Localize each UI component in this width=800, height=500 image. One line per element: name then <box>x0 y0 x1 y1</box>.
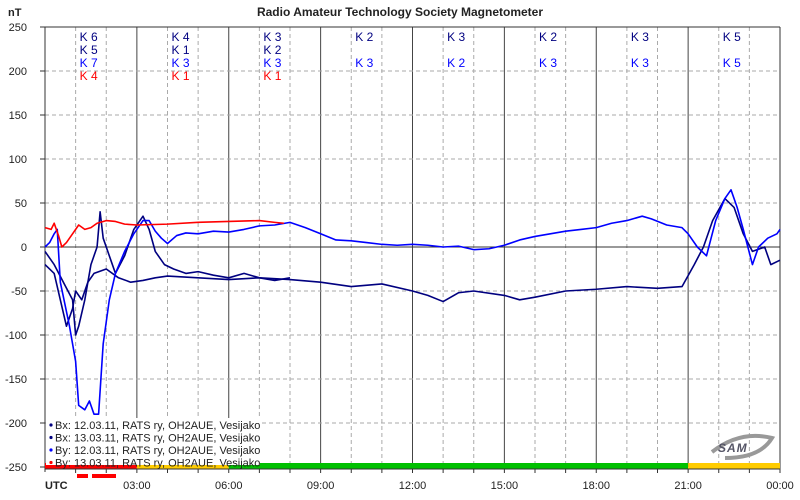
activity-bar-segment <box>688 463 780 469</box>
k-index-label: K 3 <box>631 30 649 44</box>
k-index-label: K 3 <box>263 30 281 44</box>
y-tick-label: 0 <box>21 242 27 254</box>
y-tick-label: 250 <box>9 22 27 34</box>
y-tick-label: 100 <box>9 154 27 166</box>
x-tick-label: 15:00 <box>491 480 519 492</box>
series-line <box>44 219 284 248</box>
series-line <box>44 189 781 416</box>
k-index-label: K 1 <box>172 69 190 83</box>
k-index-label: K 2 <box>355 30 373 44</box>
sam-logo-swoosh <box>710 433 776 460</box>
y-tick-label: -200 <box>5 418 27 430</box>
k-index-label: K 4 <box>172 30 190 44</box>
sam-logo: SAM <box>718 441 748 455</box>
k-index-label: K 4 <box>80 69 98 83</box>
y-tick-label: 50 <box>15 198 27 210</box>
legend-entry: Bx: 12.03.11, RATS ry, OH2AUE, Vesijako <box>55 420 260 432</box>
activity-bar-segment <box>45 463 137 469</box>
k-index-label: K 5 <box>723 56 741 70</box>
k-index-label: K 5 <box>80 43 98 57</box>
k-index-label: K 3 <box>539 56 557 70</box>
series-line <box>44 197 781 328</box>
x-axis-label: UTC <box>45 480 68 492</box>
k-index-label: K 2 <box>263 43 281 57</box>
k-index-label: K 3 <box>447 30 465 44</box>
activity-bar-segment <box>136 463 229 469</box>
k-index-label: K 3 <box>172 56 190 70</box>
legend-marker <box>49 435 53 440</box>
x-tick-label: 21:00 <box>674 480 702 492</box>
y-axis-label: nT <box>8 7 22 19</box>
y-tick-label: -150 <box>5 374 27 386</box>
x-tick-label: 09:00 <box>307 480 335 492</box>
k-index-label: K 1 <box>172 43 190 57</box>
y-tick-label: -250 <box>5 462 27 474</box>
k-index-label: K 3 <box>263 56 281 70</box>
legend-entry: By: 12.03.11, RATS ry, OH2AUE, Vesijako <box>55 445 260 457</box>
y-tick-label: -50 <box>11 286 27 298</box>
legend-marker <box>49 423 53 427</box>
x-tick-label: 03:00 <box>123 480 151 492</box>
k-index-label: K 6 <box>80 30 98 44</box>
y-tick-label: 150 <box>9 110 27 122</box>
k-index-label: K 3 <box>631 56 649 70</box>
y-tick-label: 200 <box>9 66 27 78</box>
activity-marker <box>77 474 88 478</box>
x-tick-label: 12:00 <box>399 480 427 492</box>
y-tick-label: -100 <box>5 330 27 342</box>
activity-bar-segment <box>228 463 689 469</box>
legend-entry: Bx: 13.03.11, RATS ry, OH2AUE, Vesijako <box>55 433 260 445</box>
legend-marker <box>49 448 53 452</box>
legend-box <box>46 418 260 465</box>
k-index-label: K 3 <box>355 56 373 70</box>
x-tick-label: 00:00 <box>766 480 794 492</box>
k-index-label: K 5 <box>723 30 741 44</box>
k-index-label: K 2 <box>539 30 557 44</box>
k-index-label: K 2 <box>447 56 465 70</box>
x-tick-label: 06:00 <box>215 480 243 492</box>
legend-marker <box>49 460 53 465</box>
x-tick-label: 18:00 <box>582 480 610 492</box>
k-index-label: K 7 <box>80 56 98 70</box>
activity-marker <box>92 474 116 478</box>
k-index-label: K 1 <box>263 69 281 83</box>
legend-entry: By: 13.03.11, RATS ry, OH2AUE, Vesijako <box>55 458 260 470</box>
chart-title: Radio Amateur Technology Society Magneto… <box>256 5 544 19</box>
